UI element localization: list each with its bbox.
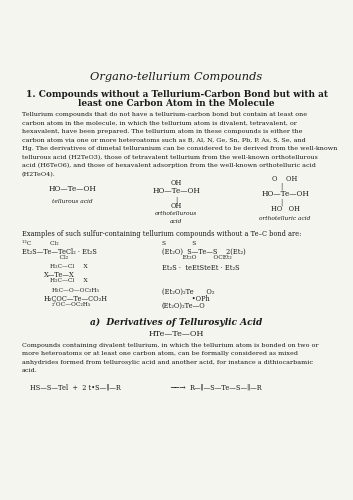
Text: 1. Compounds without a Tellurium-Carbon Bond but with at: 1. Compounds without a Tellurium-Carbon … — [25, 90, 328, 99]
Text: (Et₂O)  S—Te—S    2(Et₂): (Et₂O) S—Te—S 2(Et₂) — [162, 248, 246, 256]
Text: HTe—Te—OH: HTe—Te—OH — [149, 330, 204, 338]
Text: orthotelluric acid: orthotelluric acid — [259, 216, 311, 221]
Text: hexavalent, have been prepared. The tellurium atom in these compounds is either : hexavalent, have been prepared. The tell… — [22, 129, 303, 134]
Text: a)  Derivatives of Tellurosylic Acid: a) Derivatives of Tellurosylic Acid — [90, 318, 263, 327]
Text: anhydrides formed from tellurosylic acid and another acid, for instance a dithio: anhydrides formed from tellurosylic acid… — [22, 360, 313, 365]
Text: tellurous acid: tellurous acid — [52, 199, 92, 204]
Text: (H2TeO4).: (H2TeO4). — [22, 172, 56, 176]
Text: Examples of such sulfur-containing tellurium compounds without a Te–C bond are:: Examples of such sulfur-containing tellu… — [22, 230, 301, 238]
Text: Et₂S ·  teEtSteEt · Et₂S: Et₂S · teEtSteEt · Et₂S — [162, 264, 240, 272]
Text: HO—Te—OH: HO—Te—OH — [48, 185, 96, 193]
Text: ──→: ──→ — [170, 384, 186, 392]
Text: S              S: S S — [162, 241, 196, 246]
Text: more heteroatoms or at least one carbon atom, can be formally considered as mixe: more heteroatoms or at least one carbon … — [22, 352, 298, 356]
Text: Et₂S—Te—TeCl₂ · Et₂S: Et₂S—Te—TeCl₂ · Et₂S — [22, 248, 97, 256]
Text: R—∥—S—Te—S—∥—R: R—∥—S—Te—S—∥—R — [190, 384, 263, 392]
Text: HO   OH: HO OH — [270, 205, 299, 213]
Text: H₂COC—Te—CO₂H: H₂COC—Te—CO₂H — [44, 295, 108, 303]
Text: •OPh: •OPh — [162, 295, 210, 303]
Text: |: | — [175, 196, 177, 204]
Text: acid (H6TeO6), and those of hexavalent adsorption from the well-known orthotellu: acid (H6TeO6), and those of hexavalent a… — [22, 163, 316, 168]
Text: OH: OH — [170, 202, 182, 210]
Text: |: | — [280, 183, 282, 191]
Text: (Et₂O)₂Te—O: (Et₂O)₂Te—O — [162, 302, 206, 310]
Text: H₂C—Cl     X: H₂C—Cl X — [50, 264, 88, 269]
Text: Organo-tellurium Compounds: Organo-tellurium Compounds — [90, 72, 263, 82]
Text: least one Carbon Atom in the Molecule: least one Carbon Atom in the Molecule — [78, 99, 275, 108]
Text: Hg. The derivatives of dimetal telluranium can be considered to be derived from : Hg. The derivatives of dimetal tellurani… — [22, 146, 337, 151]
Text: carbon atom in the molecule, in which the tellurium atom is divalent, tetravalen: carbon atom in the molecule, in which th… — [22, 120, 297, 126]
Text: carbon atom via one or more heteroatoms such as B, Al, N, Ge, Sn, Pb, P, As, S, : carbon atom via one or more heteroatoms … — [22, 138, 306, 142]
Text: OH: OH — [170, 179, 182, 187]
Text: acid: acid — [170, 219, 182, 224]
Text: HO—Te—OH: HO—Te—OH — [261, 190, 309, 198]
Text: H₂C—O—OC₂H₅: H₂C—O—OC₂H₅ — [52, 288, 100, 293]
Text: orthotellurous: orthotellurous — [155, 211, 197, 216]
Text: Et₂O         OCEt₂: Et₂O OCEt₂ — [162, 255, 232, 260]
Text: HS—S—Tel  +  2 t•S—∥—R: HS—S—Tel + 2 t•S—∥—R — [30, 384, 121, 392]
Text: Tellurium compounds that do not have a tellurium-carbon bond but contain at leas: Tellurium compounds that do not have a t… — [22, 112, 307, 117]
Text: |: | — [280, 199, 282, 207]
Text: ¹²C          Cl₂: ¹²C Cl₂ — [22, 241, 59, 246]
Text: HO—Te—OH: HO—Te—OH — [152, 187, 200, 195]
Text: (Et₂O)₂Te      O₂: (Et₂O)₂Te O₂ — [162, 288, 215, 296]
Text: O    OH: O OH — [273, 175, 298, 183]
Text: X—Te—X: X—Te—X — [44, 271, 75, 279]
Text: H₂C—Cl     X: H₂C—Cl X — [50, 278, 88, 283]
Text: Compounds containing divalent tellurium, in which the tellurium atom is bonded o: Compounds containing divalent tellurium,… — [22, 343, 318, 348]
Text: Cl₂: Cl₂ — [22, 255, 68, 260]
Text: tellurous acid (H2TeO3), those of tetravalent tellurium from the well-known orth: tellurous acid (H2TeO3), those of tetrav… — [22, 154, 318, 160]
Text: ₂⁷OC—OC₂H₅: ₂⁷OC—OC₂H₅ — [52, 302, 91, 307]
Text: acid.: acid. — [22, 368, 38, 374]
